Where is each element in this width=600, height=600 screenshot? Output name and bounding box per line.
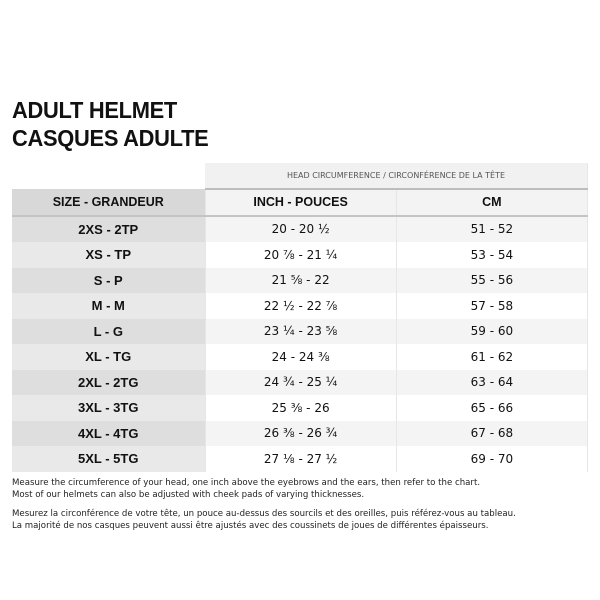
cm-cell: 61 - 62 xyxy=(396,344,589,370)
size-cell: S - P xyxy=(12,267,206,293)
cm-cell: 53 - 54 xyxy=(396,242,589,268)
cm-cell: 55 - 56 xyxy=(396,267,589,293)
size-cell: XS - TP xyxy=(12,242,206,268)
table-row: L - G 23 ¼ - 23 ⅝ 59 - 60 xyxy=(12,318,589,344)
table-row: M - M 22 ½ - 22 ⅞ 57 - 58 xyxy=(12,293,589,319)
table-row: S - P 21 ⅝ - 22 55 - 56 xyxy=(12,267,589,293)
inch-cell: 20 - 20 ½ xyxy=(205,215,397,242)
size-cell: 3XL - 3TG xyxy=(12,395,206,421)
group-header-row: HEAD CIRCUMFERENCE / CIRCONFÉRENCE DE LA… xyxy=(12,163,588,190)
table-row: 2XS - 2TP 20 - 20 ½ 51 - 52 xyxy=(12,215,589,242)
note-english-1: Measure the circumference of your head, … xyxy=(12,478,481,488)
cm-cell: 57 - 58 xyxy=(396,293,589,319)
cm-cell: 51 - 52 xyxy=(396,215,589,242)
cm-cell: 69 - 70 xyxy=(396,446,589,472)
cm-cell: 63 - 64 xyxy=(396,369,589,395)
inch-cell: 21 ⅝ - 22 xyxy=(205,267,397,293)
cm-cell: 65 - 66 xyxy=(396,395,589,421)
column-header-inch: INCH - POUCES xyxy=(205,188,397,217)
page-title: ADULT HELMET CASQUES ADULTE xyxy=(12,96,209,152)
title-english: ADULT HELMET xyxy=(12,97,178,123)
measurement-notes: Measure the circumference of your head, … xyxy=(12,478,516,540)
table-row: 4XL - 4TG 26 ⅜ - 26 ¾ 67 - 68 xyxy=(12,420,589,446)
inch-cell: 26 ⅜ - 26 ¾ xyxy=(205,420,397,446)
size-cell: 2XL - 2TG xyxy=(12,369,206,395)
size-cell: 4XL - 4TG xyxy=(12,420,206,446)
size-cell: L - G xyxy=(12,318,206,344)
cm-cell: 59 - 60 xyxy=(396,318,589,344)
inch-cell: 27 ⅛ - 27 ½ xyxy=(205,446,397,472)
inch-cell: 24 ¾ - 25 ¼ xyxy=(205,369,397,395)
inch-cell: 20 ⅞ - 21 ¼ xyxy=(205,242,397,268)
size-cell: M - M xyxy=(12,293,206,319)
inch-cell: 23 ¼ - 23 ⅝ xyxy=(205,318,397,344)
column-header-size: SIZE - GRANDEUR xyxy=(12,188,206,217)
note-french-1: Mesurez la circonférence de votre tête, … xyxy=(12,509,516,519)
cm-cell: 67 - 68 xyxy=(396,420,589,446)
column-header-cm: CM xyxy=(396,188,589,217)
column-header-row: SIZE - GRANDEUR INCH - POUCES CM xyxy=(12,188,589,217)
title-french: CASQUES ADULTE xyxy=(12,125,209,151)
head-circumference-header: HEAD CIRCUMFERENCE / CIRCONFÉRENCE DE LA… xyxy=(205,163,588,190)
table-row: 2XL - 2TG 24 ¾ - 25 ¼ 63 - 64 xyxy=(12,369,589,395)
note-english-2: Most of our helmets can also be adjusted… xyxy=(12,489,365,500)
inch-cell: 24 - 24 ⅜ xyxy=(205,344,397,370)
table-row: XL - TG 24 - 24 ⅜ 61 - 62 xyxy=(12,344,589,370)
note-french-2: La majorité de nos casques peuvent aussi… xyxy=(12,520,489,531)
table-row: 5XL - 5TG 27 ⅛ - 27 ½ 69 - 70 xyxy=(12,446,589,472)
inch-cell: 22 ½ - 22 ⅞ xyxy=(205,293,397,319)
size-cell: XL - TG xyxy=(12,344,206,370)
table-row: XS - TP 20 ⅞ - 21 ¼ 53 - 54 xyxy=(12,242,589,268)
size-cell: 5XL - 5TG xyxy=(12,446,206,472)
table-row: 3XL - 3TG 25 ⅜ - 26 65 - 66 xyxy=(12,395,589,421)
inch-cell: 25 ⅜ - 26 xyxy=(205,395,397,421)
size-cell: 2XS - 2TP xyxy=(12,215,206,242)
size-chart-table: HEAD CIRCUMFERENCE / CIRCONFÉRENCE DE LA… xyxy=(12,163,589,472)
